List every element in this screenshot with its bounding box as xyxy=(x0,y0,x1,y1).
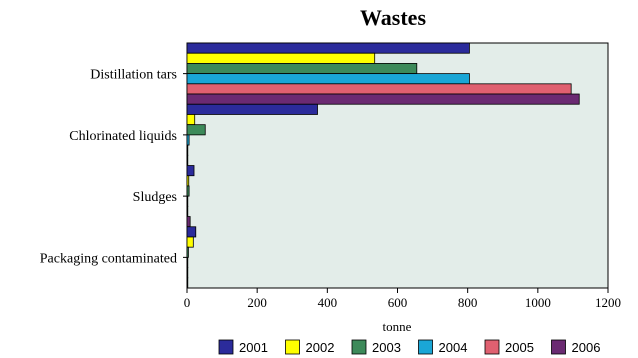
x-tick-label-2: 400 xyxy=(318,295,338,310)
x-tick-label-5: 1000 xyxy=(525,295,551,310)
bars-group xyxy=(186,42,580,289)
x-tick-label-1: 200 xyxy=(247,295,267,310)
bar-2005-3 xyxy=(186,267,189,279)
x-tick-label-4: 800 xyxy=(458,295,478,310)
legend-swatch-2003 xyxy=(351,339,367,355)
bar-2004-0 xyxy=(186,73,470,85)
category-label-1: Chlorinated liquids xyxy=(69,129,177,144)
bar-2003-3 xyxy=(186,246,189,258)
category-label-2: Sludges xyxy=(133,190,177,205)
bar-2005-1 xyxy=(186,144,189,156)
bar-2001-3 xyxy=(186,226,197,238)
legend-swatch-2001 xyxy=(218,339,234,355)
legend-label-2005: 2005 xyxy=(505,340,534,355)
x-tick-label-6: 1200 xyxy=(595,295,621,310)
bar-2006-0 xyxy=(186,93,580,105)
legend-label-2006: 2006 xyxy=(572,340,601,355)
legend-swatch-2005 xyxy=(484,339,500,355)
bar-2002-3 xyxy=(186,236,194,248)
bar-2006-1 xyxy=(186,154,189,166)
bar-2005-0 xyxy=(186,83,572,95)
bar-2003-1 xyxy=(186,124,206,136)
legend-label-2004: 2004 xyxy=(439,340,468,355)
bar-2002-1 xyxy=(186,114,196,126)
x-tick-label-0: 0 xyxy=(184,295,191,310)
bar-2004-2 xyxy=(186,195,189,207)
bar-2006-2 xyxy=(186,216,191,228)
category-label-0: Distillation tars xyxy=(90,68,177,83)
legend-label-2002: 2002 xyxy=(306,340,335,355)
x-axis-ticks: 0 200 400 600 800 1000 1200 xyxy=(184,288,621,310)
bar-2003-2 xyxy=(186,185,190,197)
bar-2001-2 xyxy=(186,165,195,177)
bar-2002-0 xyxy=(186,52,376,64)
legend-swatch-2006 xyxy=(551,339,566,355)
x-axis-label: tonne xyxy=(383,319,412,334)
bar-2001-0 xyxy=(186,42,470,54)
chart-title: Wastes xyxy=(360,5,426,30)
bar-2006-3 xyxy=(186,277,189,289)
legend: 2001 2002 2003 2004 2005 2006 xyxy=(218,339,601,355)
bar-2004-1 xyxy=(186,134,190,146)
bar-2004-3 xyxy=(186,256,189,268)
legend-label-2003: 2003 xyxy=(372,340,401,355)
legend-swatch-2004 xyxy=(418,339,433,355)
bar-2005-2 xyxy=(186,205,189,217)
bar-2001-1 xyxy=(186,103,318,115)
category-labels: Distillation tars Chlorinated liquids Slud… xyxy=(40,68,187,266)
legend-label-2001: 2001 xyxy=(239,340,268,355)
legend-swatch-2002 xyxy=(285,339,300,355)
x-tick-label-3: 600 xyxy=(388,295,408,310)
category-label-3: Packaging contaminated xyxy=(40,251,177,266)
bar-2002-2 xyxy=(186,175,190,187)
bar-2003-0 xyxy=(186,63,418,75)
